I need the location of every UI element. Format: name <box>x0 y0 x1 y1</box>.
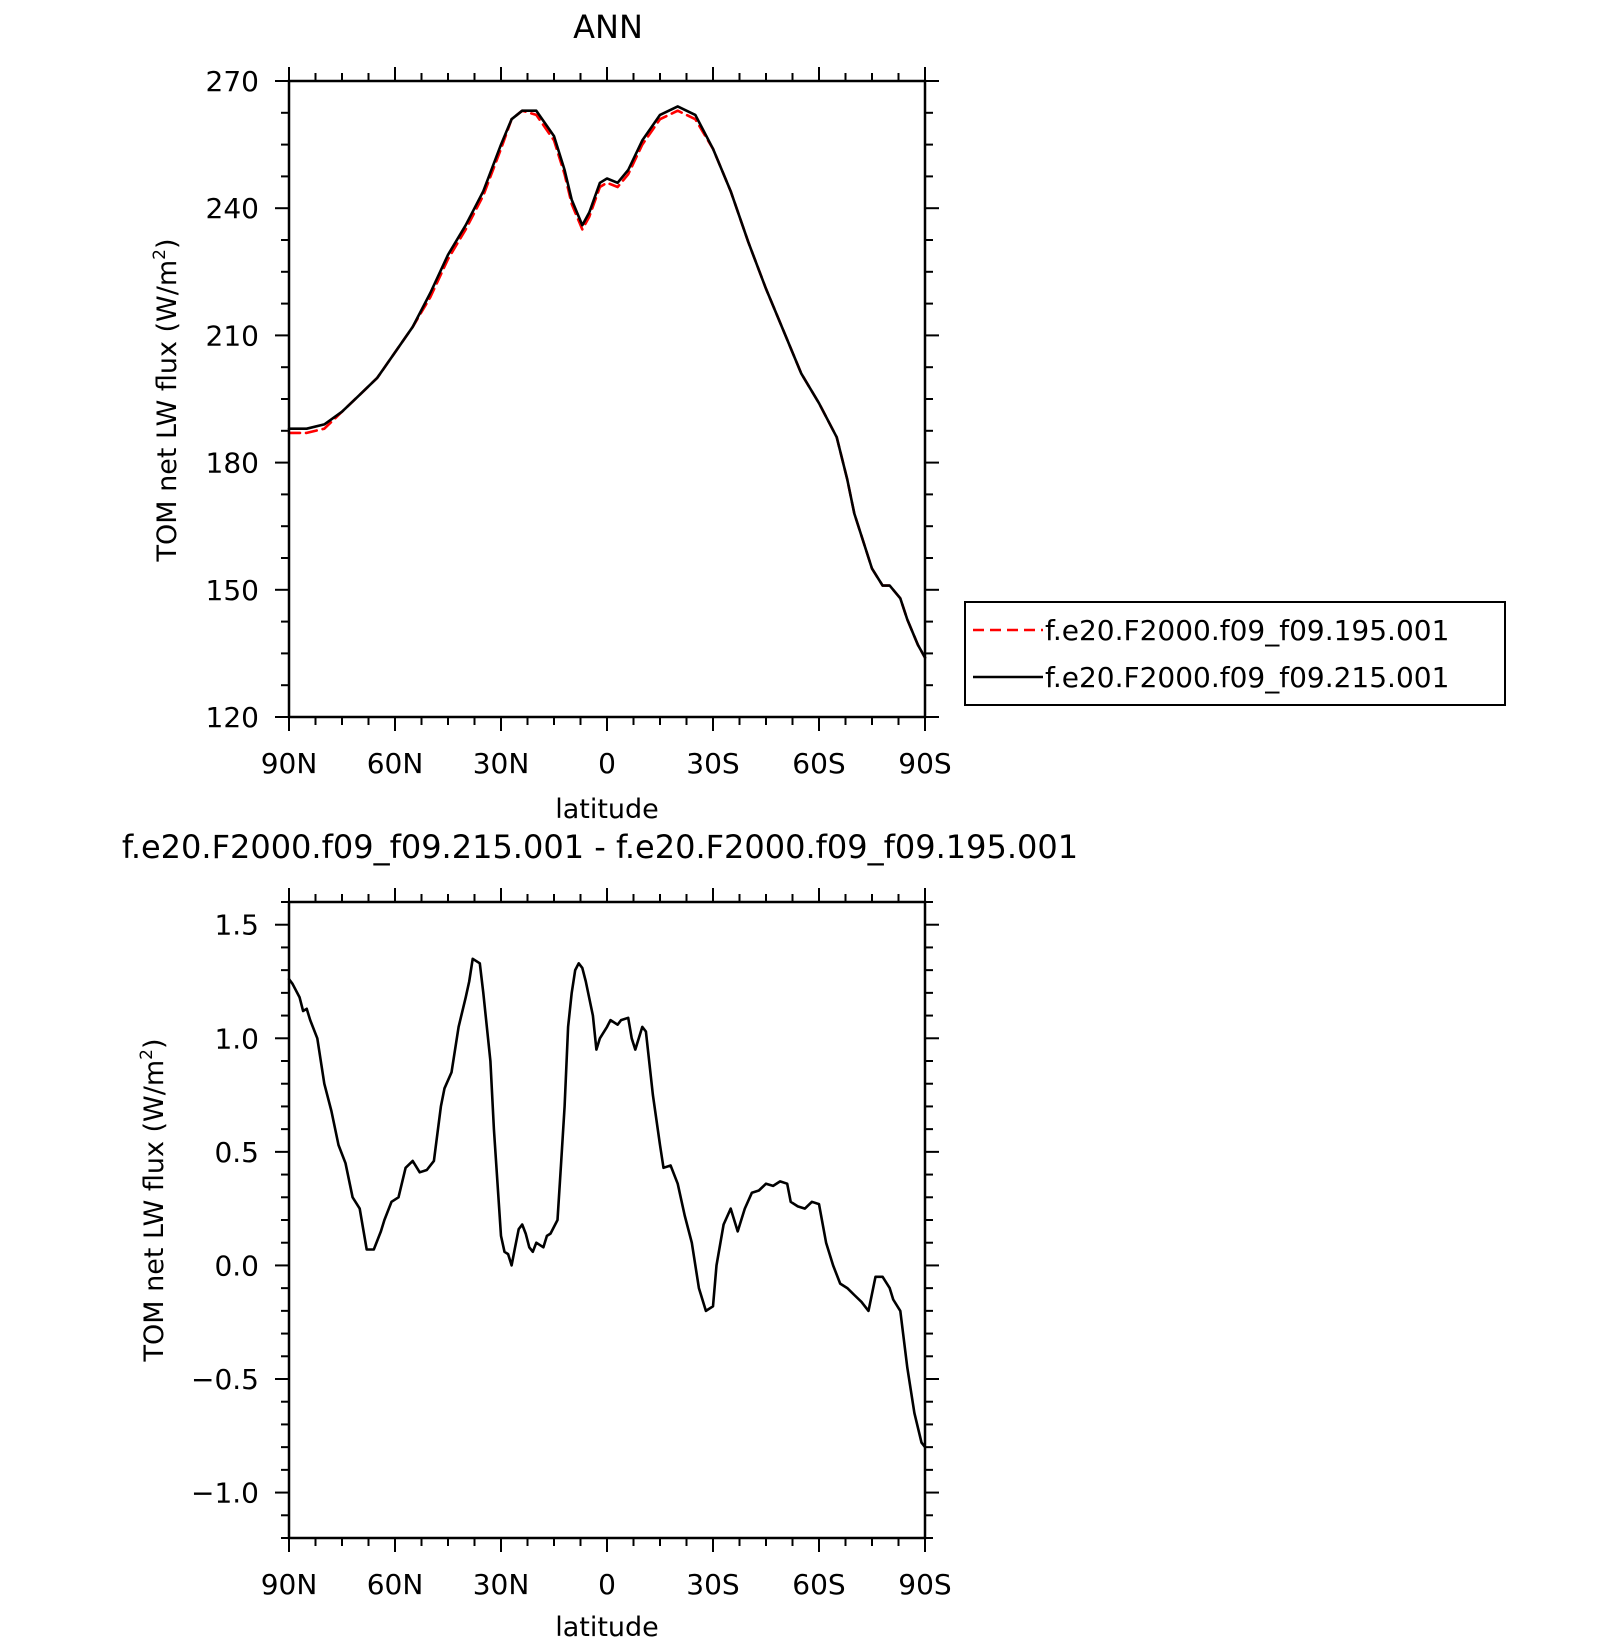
bottom-y-tick-labels: 1.5 1.0 0.5 0.0 −0.5 −1.0 <box>191 909 259 1510</box>
top-x-tick-label: 0 <box>598 747 616 780</box>
bottom-plot-frame <box>287 900 927 1540</box>
bottom-x-tick-label: 30S <box>686 1568 739 1601</box>
top-x-tick-label: 90S <box>898 747 951 780</box>
legend-label-215: f.e20.F2000.f09_f09.215.001 <box>1045 661 1449 694</box>
bottom-y-tick-label: −1.0 <box>191 1477 259 1510</box>
bottom-series-line-0 <box>287 957 927 1449</box>
bottom-tick-marks <box>275 888 939 1552</box>
top-y-tick-label: 210 <box>206 319 259 352</box>
top-x-tick-labels: 90N 60N 30N 0 30S 60S 90S <box>261 747 952 780</box>
bottom-y-tick-label: 0.0 <box>214 1249 259 1282</box>
top-y-tick-label: 120 <box>206 701 259 734</box>
bottom-y-tick-label: 1.5 <box>214 909 259 942</box>
svg-text:TOM net LW flux (W/m2): TOM net LW flux (W/m2) <box>150 238 183 562</box>
top-x-tick-label: 60N <box>367 747 424 780</box>
top-x-tick-label: 30N <box>473 747 530 780</box>
top-y-axis-label: TOM net LW flux (W/m2) <box>150 238 183 562</box>
top-y-label-sup: 2 <box>150 249 170 260</box>
bottom-chart-title: f.e20.F2000.f09_f09.215.001 - f.e20.F200… <box>122 828 1078 866</box>
top-plot-frame <box>287 79 927 719</box>
bottom-y-label-sup: 2 <box>137 1049 157 1060</box>
top-y-tick-label: 180 <box>206 447 259 480</box>
top-series-line-0 <box>287 109 927 659</box>
top-y-tick-labels: 270 240 210 180 150 120 <box>206 65 259 734</box>
top-chart-title: ANN <box>573 8 643 46</box>
bottom-x-tick-label: 90S <box>898 1568 951 1601</box>
bottom-y-tick-label: −0.5 <box>191 1363 259 1396</box>
bottom-x-tick-label: 30N <box>473 1568 530 1601</box>
top-series-group <box>287 105 927 659</box>
legend-label-195: f.e20.F2000.f09_f09.195.001 <box>1045 614 1449 647</box>
top-series-line-1 <box>287 105 927 659</box>
svg-text:TOM net LW flux (W/m2): TOM net LW flux (W/m2) <box>137 1038 170 1362</box>
bottom-y-tick-label: 0.5 <box>214 1136 259 1169</box>
bottom-y-axis-label: TOM net LW flux (W/m2) <box>137 1038 170 1362</box>
bottom-y-label-main: TOM net LW flux (W/m <box>139 1060 170 1363</box>
top-y-tick-label: 150 <box>206 574 259 607</box>
top-y-label-main: TOM net LW flux (W/m <box>152 260 183 563</box>
top-x-axis-label: latitude <box>555 794 659 825</box>
bottom-y-label-close: ) <box>139 1038 170 1049</box>
bottom-x-tick-label: 90N <box>261 1568 318 1601</box>
legend-box <box>964 601 1506 706</box>
bottom-x-tick-label: 60S <box>792 1568 845 1601</box>
top-y-tick-label: 270 <box>206 65 259 98</box>
bottom-x-tick-label: 60N <box>367 1568 424 1601</box>
top-x-tick-label: 60S <box>792 747 845 780</box>
top-x-tick-label: 30S <box>686 747 739 780</box>
bottom-x-axis-label: latitude <box>555 1612 659 1641</box>
top-y-tick-label: 240 <box>206 192 259 225</box>
top-y-label-close: ) <box>152 238 183 249</box>
bottom-y-tick-label: 1.0 <box>214 1022 259 1055</box>
legend: f.e20.F2000.f09_f09.195.001 f.e20.F2000.… <box>964 601 1506 706</box>
top-x-tick-label: 90N <box>261 747 318 780</box>
bottom-x-tick-labels: 90N 60N 30N 0 30S 60S 90S <box>261 1568 952 1601</box>
bottom-panel: f.e20.F2000.f09_f09.215.001 - f.e20.F200… <box>122 828 1078 1641</box>
bottom-x-tick-label: 0 <box>598 1568 616 1601</box>
top-tick-marks <box>275 67 939 731</box>
top-panel: ANN TOM net LW flux (W/m2) 270 240 210 180 1… <box>150 8 1506 825</box>
bottom-series-group <box>287 957 927 1449</box>
